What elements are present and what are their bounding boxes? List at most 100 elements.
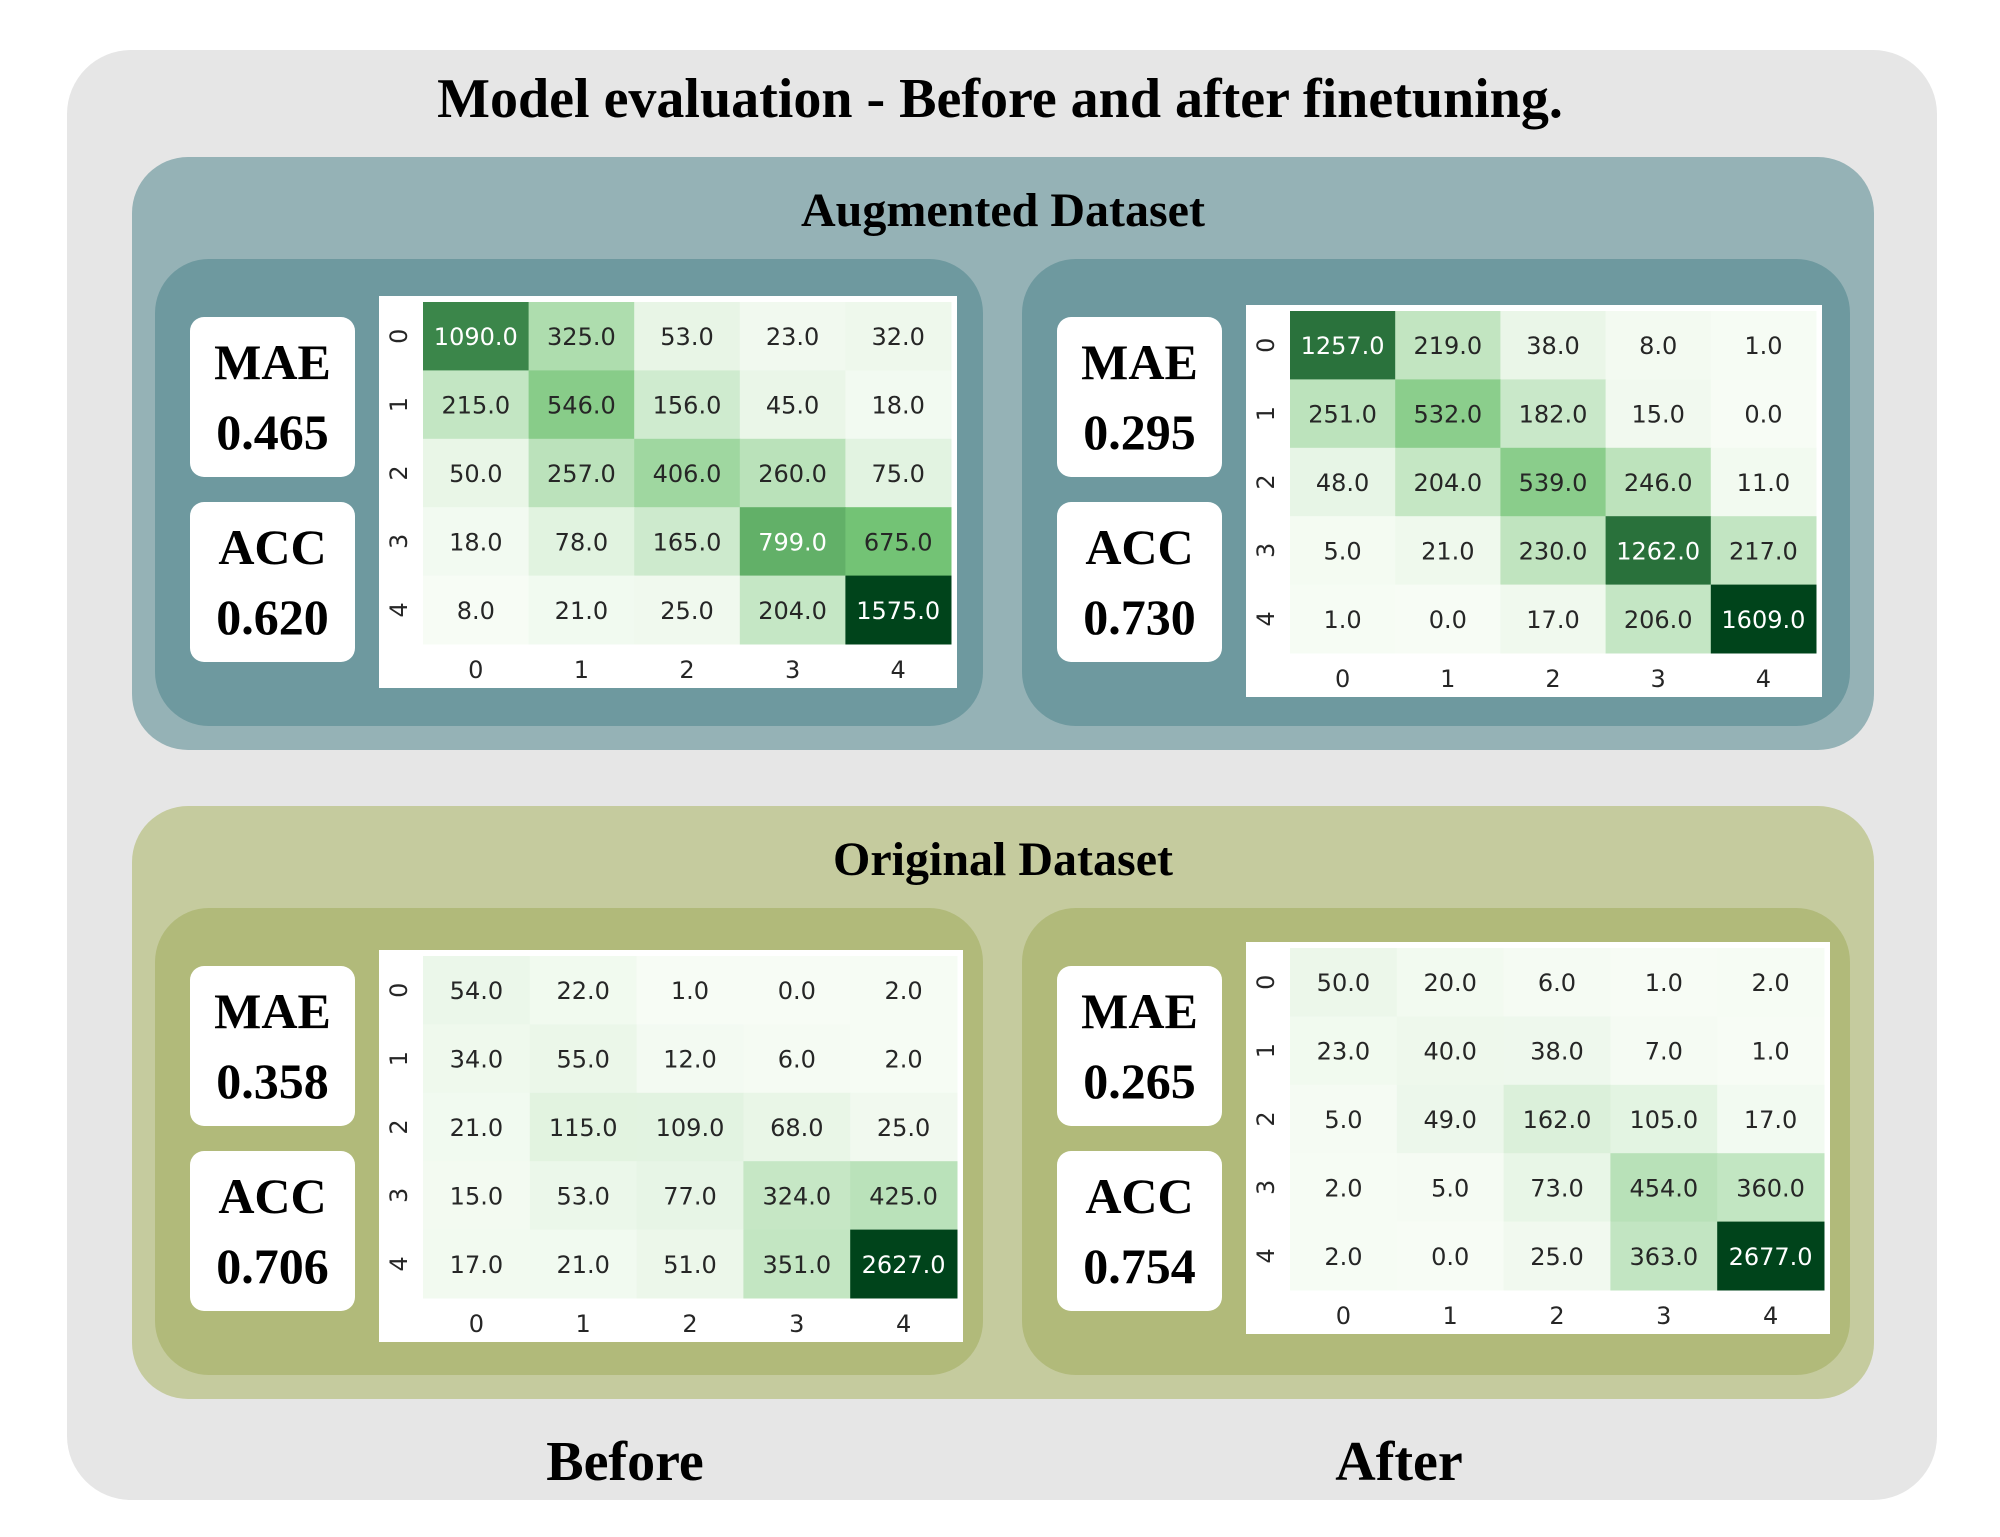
heatmap-cell	[1503, 1221, 1611, 1291]
cell-value-label: 32.0	[871, 323, 924, 351]
cell-value-label: 5.0	[1431, 1174, 1469, 1202]
x-tick-label: 0	[469, 1310, 484, 1338]
mae-box: MAE 0.465	[190, 317, 355, 477]
cell-value-label: 21.0	[556, 1251, 609, 1279]
heatmap-cell	[850, 1161, 958, 1231]
cell-value-label: 363.0	[1629, 1243, 1698, 1271]
cell-value-label: 40.0	[1423, 1038, 1476, 1066]
cell-value-label: 25.0	[660, 597, 713, 625]
heatmap-cell	[1290, 948, 1398, 1017]
cell-value-label: 23.0	[1317, 1038, 1370, 1066]
heatmap-cell	[1396, 1221, 1505, 1291]
augmented-dataset-section: Augmented Dataset MAE 0.465 ACC 0.620 10…	[132, 157, 1874, 750]
x-tick-label: 3	[785, 656, 800, 684]
cell-value-label: 206.0	[1624, 606, 1693, 634]
cell-value-label: 2.0	[1324, 1243, 1362, 1271]
cell-value-label: 1.0	[1752, 1038, 1790, 1066]
acc-label: ACC	[1085, 519, 1194, 575]
y-tick-label: 1	[1252, 406, 1280, 421]
heatmap-cell	[529, 956, 638, 1025]
heatmap-cell	[634, 438, 741, 508]
heatmap-cell	[634, 507, 741, 577]
x-tick-label: 1	[1440, 665, 1455, 693]
y-tick-label: 1	[385, 1051, 413, 1066]
cell-value-label: 6.0	[1538, 969, 1576, 997]
cell-value-label: 25.0	[1530, 1243, 1583, 1271]
heatmap-cell	[636, 1229, 744, 1299]
acc-label: ACC	[1085, 1168, 1194, 1224]
heatmap-cell	[739, 370, 846, 440]
heatmap-cell	[1290, 1153, 1398, 1223]
cell-value-label: 1090.0	[434, 323, 518, 351]
acc-box: ACC 0.754	[1057, 1151, 1222, 1311]
confusion-matrix-original-before: 54.0 22.0 1.0 0.0 2.0 34.0 55.0 12.0 6.0 2.0 21.0 1…	[379, 950, 963, 1342]
heatmap-cell	[423, 1024, 531, 1094]
cell-value-label: 21.0	[555, 597, 608, 625]
x-tick-label: 3	[789, 1310, 804, 1338]
heatmap-cell	[636, 1092, 744, 1162]
cell-value-label: 7.0	[1645, 1038, 1683, 1066]
y-tick-label: 0	[1252, 975, 1280, 990]
heatmap-cell	[1290, 1016, 1398, 1086]
heatmap-cell	[423, 438, 530, 508]
cell-value-label: 105.0	[1629, 1106, 1698, 1134]
original-section-title: Original Dataset	[833, 833, 1173, 886]
y-tick-label: 3	[385, 534, 413, 549]
cell-value-label: 8.0	[1639, 332, 1677, 360]
mae-value: 0.465	[216, 404, 329, 460]
heatmap-cell	[845, 302, 952, 371]
cell-value-label: 34.0	[450, 1046, 503, 1074]
cell-value-label: 49.0	[1423, 1106, 1476, 1134]
cell-value-label: 11.0	[1737, 469, 1790, 497]
heatmap-cell	[423, 1161, 531, 1231]
x-tick-label: 4	[896, 1310, 911, 1338]
heatmap-cell	[739, 302, 846, 371]
cell-value-label: 45.0	[766, 392, 819, 420]
heatmap-cell	[1290, 379, 1396, 449]
y-tick-label: 2	[385, 465, 413, 480]
x-tick-label: 1	[574, 656, 589, 684]
cell-value-label: 2.0	[1324, 1174, 1362, 1202]
y-tick-label: 3	[385, 1188, 413, 1203]
cell-value-label: 2627.0	[862, 1251, 946, 1279]
heatmap-cell	[636, 1161, 744, 1231]
cell-value-label: 20.0	[1423, 969, 1476, 997]
cell-value-label: 15.0	[450, 1182, 503, 1210]
augmented-section-title: Augmented Dataset	[801, 184, 1205, 237]
heatmap-cell	[1290, 311, 1396, 380]
heatmap-cell	[529, 1161, 638, 1231]
acc-value: 0.620	[216, 589, 329, 645]
heatmap-cell	[1717, 1016, 1825, 1086]
heatmap-cell	[1710, 311, 1817, 380]
cell-value-label: 68.0	[770, 1114, 823, 1142]
cell-value-label: 48.0	[1316, 469, 1369, 497]
heatmap-cell	[845, 507, 952, 577]
heatmap-cell	[634, 575, 741, 645]
heatmap-cell	[423, 575, 530, 645]
heatmap-cell	[1610, 1084, 1718, 1154]
heatmap-cell	[1290, 1084, 1398, 1154]
heatmap-cell	[1500, 447, 1607, 517]
x-tick-label: 2	[1545, 665, 1560, 693]
cell-value-label: 1.0	[671, 977, 709, 1005]
heatmap-cell	[1290, 584, 1396, 654]
cell-value-label: 799.0	[758, 528, 827, 556]
heatmap-cell	[743, 1092, 851, 1162]
cell-value-label: 1262.0	[1616, 537, 1700, 565]
y-tick-label: 0	[1252, 338, 1280, 353]
heatmap-cell	[1503, 1153, 1611, 1223]
cell-value-label: 18.0	[871, 392, 924, 420]
heatmap-cell	[528, 575, 635, 645]
cell-value-label: 15.0	[1631, 401, 1684, 429]
heatmap-cell	[1605, 311, 1712, 380]
heatmap-cell	[850, 1229, 958, 1299]
heatmap-cell	[528, 370, 635, 440]
heatmap-cell	[845, 575, 952, 645]
heatmap-cell	[739, 438, 846, 508]
cell-value-label: 75.0	[871, 460, 924, 488]
y-tick-label: 3	[1252, 543, 1280, 558]
heatmap-cell	[1500, 584, 1607, 654]
cell-value-label: 21.0	[1421, 537, 1474, 565]
cell-value-label: 0.0	[1744, 401, 1782, 429]
